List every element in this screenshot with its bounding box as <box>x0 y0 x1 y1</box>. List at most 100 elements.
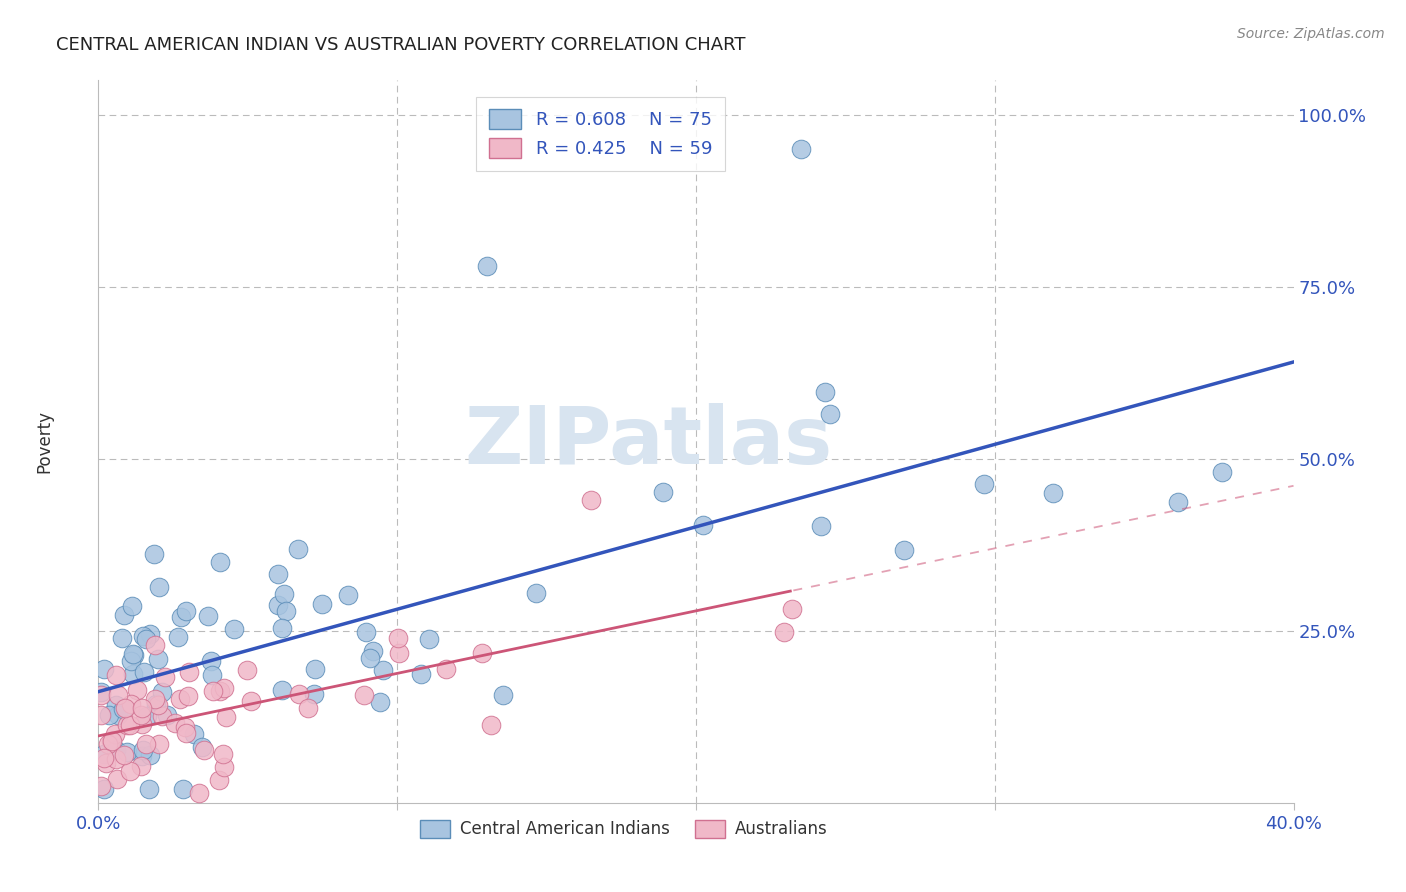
Point <box>235 663 257 677</box>
Point <box>93 751 115 765</box>
Point <box>368 696 391 710</box>
Point <box>475 259 498 273</box>
Point <box>224 623 246 637</box>
Point <box>207 772 229 787</box>
Point <box>98 707 121 722</box>
Point <box>156 708 179 723</box>
Point <box>176 689 198 703</box>
Point <box>200 654 222 668</box>
Point <box>387 631 409 645</box>
Point <box>176 725 198 739</box>
Point <box>122 648 145 663</box>
Point <box>773 625 796 640</box>
Point <box>117 718 139 732</box>
Point <box>93 782 115 797</box>
Point <box>202 684 225 698</box>
Point <box>274 604 297 618</box>
Point <box>143 638 166 652</box>
Point <box>93 662 115 676</box>
Point <box>121 599 143 613</box>
Point <box>90 689 112 703</box>
Point <box>97 737 120 751</box>
Text: ZIPatlas: ZIPatlas <box>464 402 832 481</box>
Point <box>471 646 494 660</box>
Point <box>107 708 129 723</box>
Point <box>135 738 157 752</box>
Point <box>134 665 156 680</box>
Point <box>359 651 381 665</box>
Point <box>273 587 295 601</box>
Point <box>115 745 138 759</box>
Point <box>131 717 153 731</box>
Point <box>167 630 190 644</box>
Text: CENTRAL AMERICAN INDIAN VS AUSTRALIAN POVERTY CORRELATION CHART: CENTRAL AMERICAN INDIAN VS AUSTRALIAN PO… <box>56 36 745 54</box>
Point <box>212 747 235 761</box>
Point <box>1167 495 1189 509</box>
Point <box>93 747 115 762</box>
Point <box>651 485 673 500</box>
Point <box>135 708 157 723</box>
Point <box>104 752 127 766</box>
Point <box>304 687 326 701</box>
Point <box>201 667 224 681</box>
Point <box>145 697 167 711</box>
Point <box>287 541 309 556</box>
Point <box>183 727 205 741</box>
Point <box>111 702 134 716</box>
Point <box>142 547 165 561</box>
Point <box>270 682 292 697</box>
Point <box>112 747 135 762</box>
Point <box>409 666 432 681</box>
Point <box>150 709 173 723</box>
Point <box>581 493 603 508</box>
Point <box>434 662 457 676</box>
Point <box>103 726 125 740</box>
Point <box>491 688 513 702</box>
Point <box>139 627 162 641</box>
Point <box>187 786 209 800</box>
Point <box>288 687 311 701</box>
Point <box>118 764 141 778</box>
Point <box>191 739 214 754</box>
Point <box>239 694 262 708</box>
Point <box>209 683 232 698</box>
Point <box>122 647 145 661</box>
Point <box>212 681 235 696</box>
Point <box>125 682 148 697</box>
Point <box>114 701 136 715</box>
Point <box>132 629 155 643</box>
Point <box>146 652 169 666</box>
Point <box>135 632 157 647</box>
Point <box>165 715 187 730</box>
Point <box>215 709 238 723</box>
Point <box>692 517 714 532</box>
Point <box>814 384 837 399</box>
Legend: Central American Indians, Australians: Central American Indians, Australians <box>413 813 835 845</box>
Point <box>107 688 129 702</box>
Point <box>479 718 502 732</box>
Point <box>148 580 170 594</box>
Point <box>145 692 167 706</box>
Point <box>101 733 124 747</box>
Point <box>132 743 155 757</box>
Point <box>111 632 134 646</box>
Point <box>105 667 128 681</box>
Point <box>174 604 197 618</box>
Point <box>209 555 232 569</box>
Point <box>353 688 375 702</box>
Point <box>973 477 995 491</box>
Point <box>90 779 112 793</box>
Point <box>304 661 326 675</box>
Point <box>153 670 176 684</box>
Point <box>138 782 160 797</box>
Point <box>139 748 162 763</box>
Point <box>1042 486 1064 500</box>
Point <box>810 518 832 533</box>
Point <box>131 748 153 763</box>
Text: Source: ZipAtlas.com: Source: ZipAtlas.com <box>1237 27 1385 41</box>
Point <box>120 698 142 712</box>
Point <box>148 737 170 751</box>
Point <box>267 598 290 612</box>
Point <box>112 608 135 623</box>
Point <box>173 720 195 734</box>
